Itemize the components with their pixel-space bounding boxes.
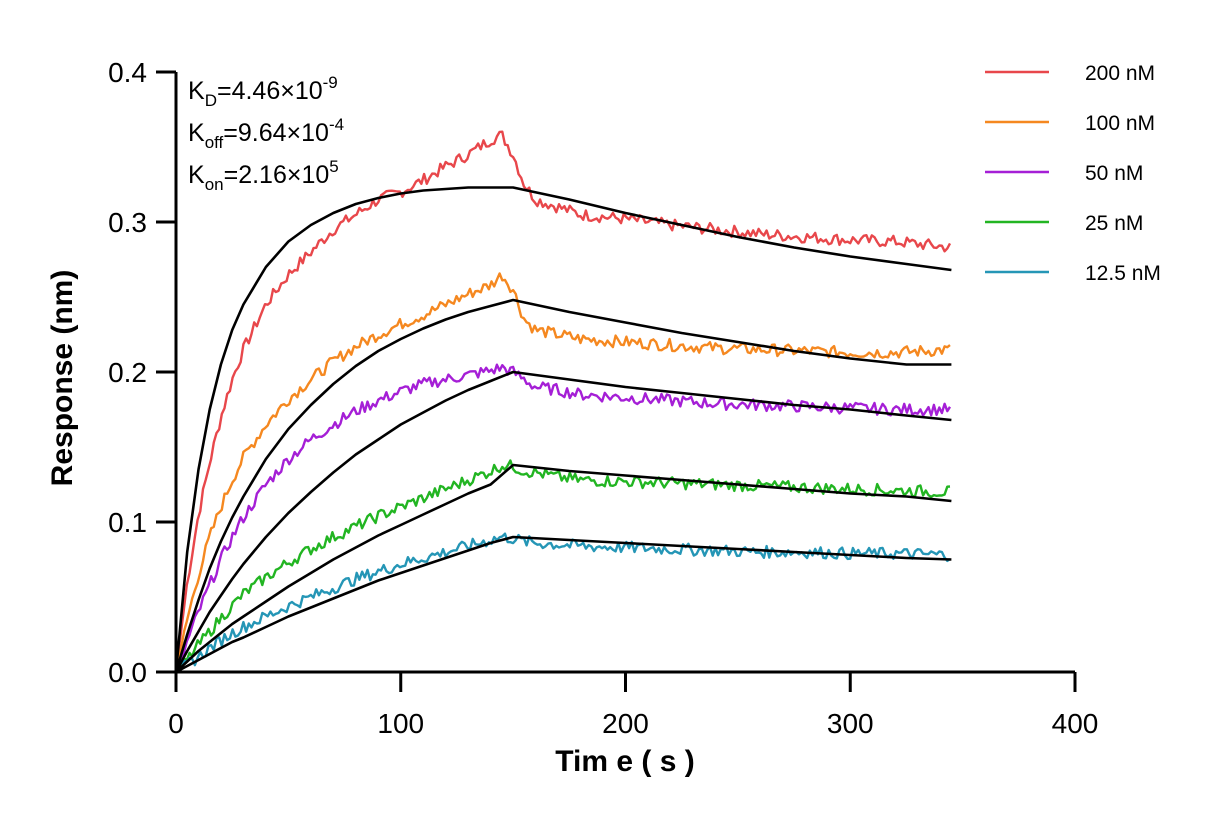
fit-curve-12-5-nm [175,535,952,674]
legend-label: 12.5 nM [1085,262,1161,285]
fit-curve-25-nm [175,463,952,673]
x-axis-title: Tim e ( s ) [555,745,694,778]
measured-trace-200-nm [174,130,952,673]
axes: 0 100 200 300 400 0.0 0.1 0.2 0.3 0.4 [108,57,1098,739]
y-tick-label: 0.2 [108,357,147,388]
annotation-kD: KD=4.46×10-9 [188,73,338,110]
legend-label: 25 nM [1085,212,1143,235]
annotation-kon: Kon=2.16×105 [188,157,339,194]
kinetics-annotations: KD=4.46×10-9 Koff=9.64×10-4 Kon=2.16×105 [188,73,344,194]
y-tick-label: 0.4 [108,57,147,88]
y-tick-label: 0.1 [108,507,147,538]
measured-trace-12-5-nm [175,532,951,673]
legend: 200 nM 100 nM 50 nM 25 nM 12.5 nM [985,62,1161,285]
measured-trace-25-nm [175,459,951,673]
y-ticks: 0.0 0.1 0.2 0.3 0.4 [108,57,176,688]
x-ticks: 0 100 200 300 400 [168,672,1098,739]
fit-curve-200-nm [174,186,952,673]
x-tick-label: 400 [1052,708,1099,739]
legend-label: 50 nM [1085,162,1143,185]
fit-curve-100-nm [174,298,952,673]
y-tick-label: 0.0 [108,657,147,688]
y-tick-label: 0.3 [108,207,147,238]
y-axis-title: Response (nm) [46,270,79,487]
legend-label: 100 nM [1085,112,1155,135]
series-layer [174,130,952,674]
measured-trace-50-nm [174,363,952,673]
x-tick-label: 100 [377,708,424,739]
x-tick-label: 0 [168,708,184,739]
x-tick-label: 300 [827,708,874,739]
measured-trace-100-nm [174,272,951,673]
legend-label: 200 nM [1085,62,1155,85]
x-tick-label: 200 [602,708,649,739]
annotation-koff: Koff=9.64×10-4 [188,115,344,152]
fit-curve-50-nm [174,370,952,673]
